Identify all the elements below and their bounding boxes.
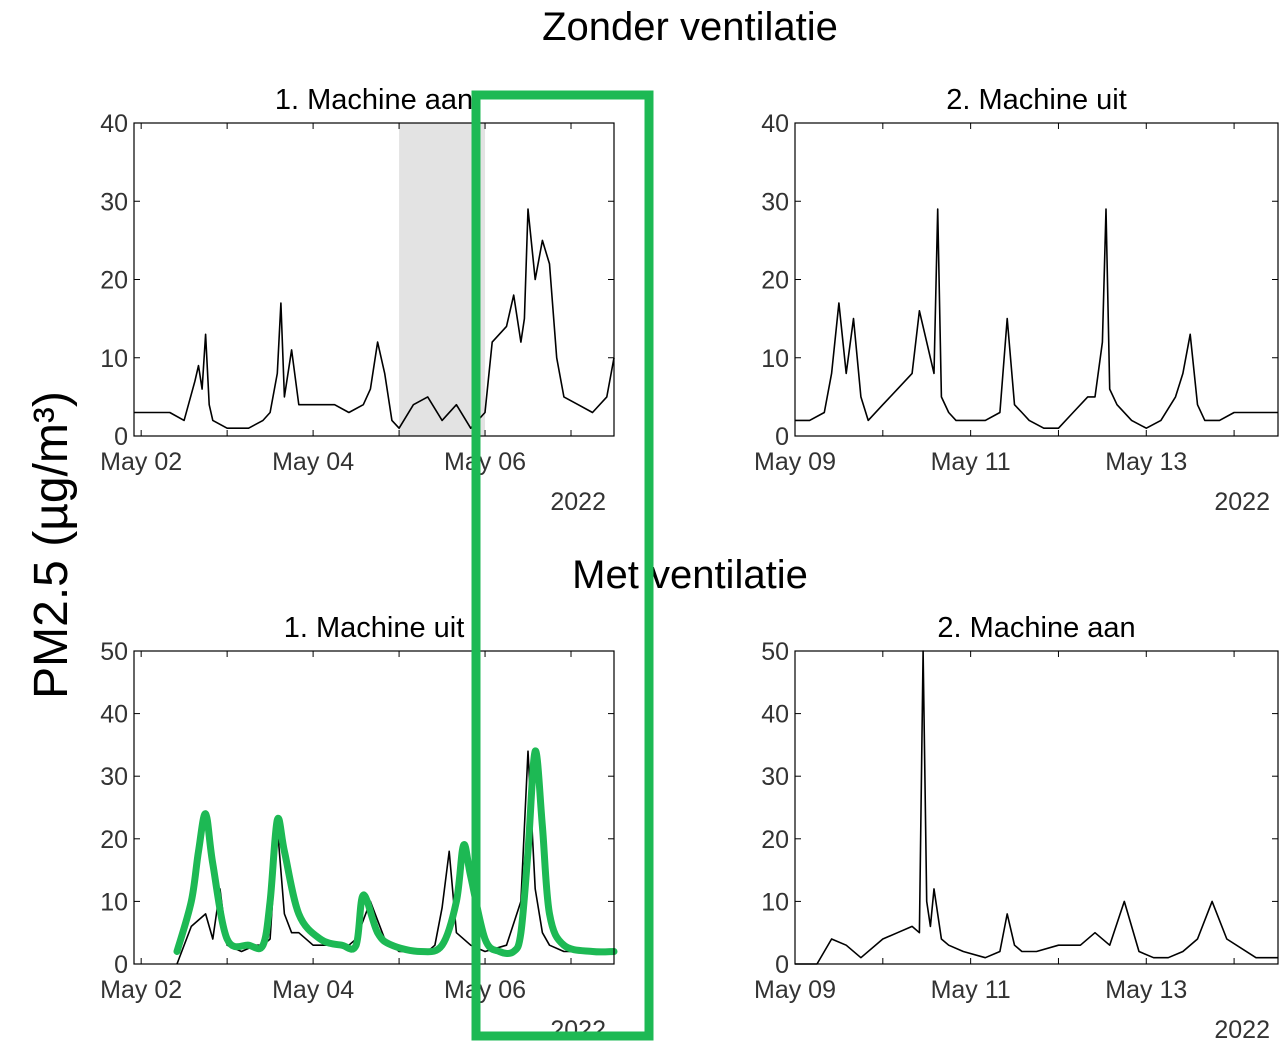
panel-title: 1. Machine uit (284, 612, 465, 644)
y-tick-label: 20 (100, 826, 128, 854)
x-tick-label: May 04 (272, 448, 354, 476)
x-tick-label: May 06 (444, 976, 526, 1004)
axes-frame (794, 650, 1279, 965)
x-tick-label: May 06 (444, 448, 526, 476)
y-tick-label: 0 (114, 951, 128, 979)
x-tick-label: May 11 (931, 976, 1011, 1004)
panel-title: 2. Machine aan (937, 612, 1135, 644)
panel-machine-aan-met: 0 10 20 30 40 50 May 09 May 11 May 13 2022 2. Mach… (754, 612, 1279, 1041)
x-axis-year-label: 2022 (1214, 1016, 1270, 1041)
x-tick-label: May 04 (272, 976, 354, 1004)
x-tick-label: May 13 (1105, 448, 1187, 476)
axes-frame (794, 122, 1279, 437)
y-tick-label: 30 (761, 763, 789, 791)
x-tick-label: May 11 (931, 448, 1011, 476)
series-line (795, 208, 1278, 429)
y-tick-label: 40 (761, 110, 789, 138)
y-tick-label: 30 (761, 188, 789, 216)
section-title-top: Zonder ventilatie (542, 5, 838, 49)
y-tick-label: 10 (761, 888, 789, 916)
y-tick-label: 30 (100, 763, 128, 791)
panel-machine-aan-zonder: 0 10 20 30 40 May 02 May 04 May 06 2022 1. Machin… (100, 84, 615, 516)
y-tick-label: 20 (100, 267, 128, 295)
panel-title: 2. Machine uit (946, 84, 1127, 116)
y-tick-label: 10 (100, 888, 128, 916)
shaded-interval (399, 123, 486, 436)
x-tick-label: May 02 (100, 448, 182, 476)
y-tick-label: 0 (114, 423, 128, 451)
series-line (176, 750, 614, 965)
panel-title: 1. Machine aan (275, 84, 473, 116)
x-tick-label: May 02 (100, 976, 182, 1004)
y-tick-label: 40 (100, 110, 128, 138)
y-tick-label: 0 (775, 423, 789, 451)
y-tick-label: 10 (761, 345, 789, 373)
axes-frame (133, 122, 615, 437)
y-tick-label: 10 (100, 345, 128, 373)
y-tick-label: 30 (100, 188, 128, 216)
y-tick-label: 50 (761, 638, 789, 666)
panel-machine-uit-zonder: 0 10 20 30 40 May 09 May 11 May 13 2022 2. Machin… (754, 84, 1279, 516)
y-tick-label: 20 (761, 826, 789, 854)
series-line (134, 208, 615, 429)
y-tick-label: 50 (100, 638, 128, 666)
x-axis-year-label: 2022 (1214, 488, 1270, 516)
y-axis-label: PM2.5 (µg/m³) (25, 391, 78, 699)
y-tick-label: 0 (775, 951, 789, 979)
y-tick-label: 40 (100, 701, 128, 729)
x-axis-year-label: 2022 (550, 488, 606, 516)
axes-frame (133, 650, 615, 965)
series-line (795, 650, 1278, 965)
highlight-box (471, 90, 654, 1041)
section-title-bottom: Met ventilatie (572, 553, 808, 597)
x-tick-label: May 13 (1105, 976, 1187, 1004)
trend-overlay-line (173, 747, 618, 957)
y-tick-label: 40 (761, 701, 789, 729)
x-tick-label: May 09 (754, 448, 836, 476)
y-tick-label: 20 (761, 267, 789, 295)
x-tick-label: May 09 (754, 976, 836, 1004)
